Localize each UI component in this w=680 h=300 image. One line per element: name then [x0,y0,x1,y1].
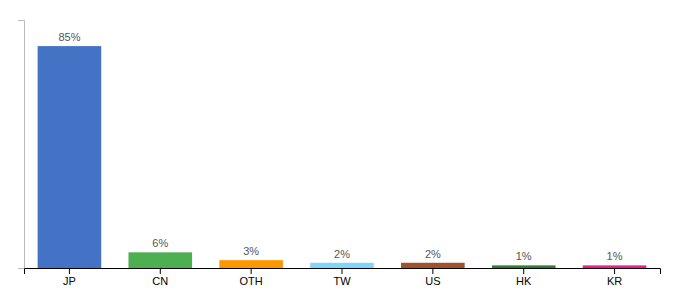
x-tick: TW [333,268,351,287]
bar [583,265,647,268]
x-tick: HK [516,268,532,287]
x-tick-label: JP [63,275,76,287]
x-tick: US [425,268,440,287]
x-tick-label: US [425,275,440,287]
data-label: 1% [516,250,532,262]
data-label: 85% [58,31,80,43]
data-label: 1% [607,250,623,262]
x-tick-label: HK [516,275,532,287]
data-label: 6% [152,237,168,249]
bar [310,263,374,268]
y-axis-line [18,21,25,269]
bar [492,265,556,268]
data-label: 2% [425,248,441,260]
x-tick: CN [152,268,168,287]
plot: JP CN OTH TW US HK KR 85% 6% 3% 2% 2% 1% 1% [18,21,661,287]
x-tick: KR [607,268,622,287]
x-tick-mark [251,268,252,274]
y-axis [18,21,25,269]
x-tick-mark [432,268,433,274]
data-labels: 85% 6% 3% 2% 2% 1% 1% [58,31,622,262]
bar [38,46,102,268]
bar [401,263,465,268]
x-tick-label: OTH [240,275,263,287]
x-tick: OTH [240,268,263,287]
data-label: 2% [334,248,350,260]
chart: JP CN OTH TW US HK KR 85% 6% 3% 2% 2% 1% 1% [0,0,680,300]
x-tick-mark [69,268,70,274]
x-tick-mark [614,268,615,274]
bar [219,260,283,268]
x-axis: JP CN OTH TW US HK KR [25,268,661,287]
bars [38,46,647,268]
x-axis-line [25,269,661,275]
x-tick: JP [63,268,76,287]
bar [128,252,192,268]
x-tick-mark [160,268,161,274]
x-tick-label: KR [607,275,622,287]
x-tick-label: CN [152,275,168,287]
x-tick-label: TW [333,275,351,287]
x-tick-mark [523,268,524,274]
data-label: 3% [243,245,259,257]
x-tick-mark [342,268,343,274]
